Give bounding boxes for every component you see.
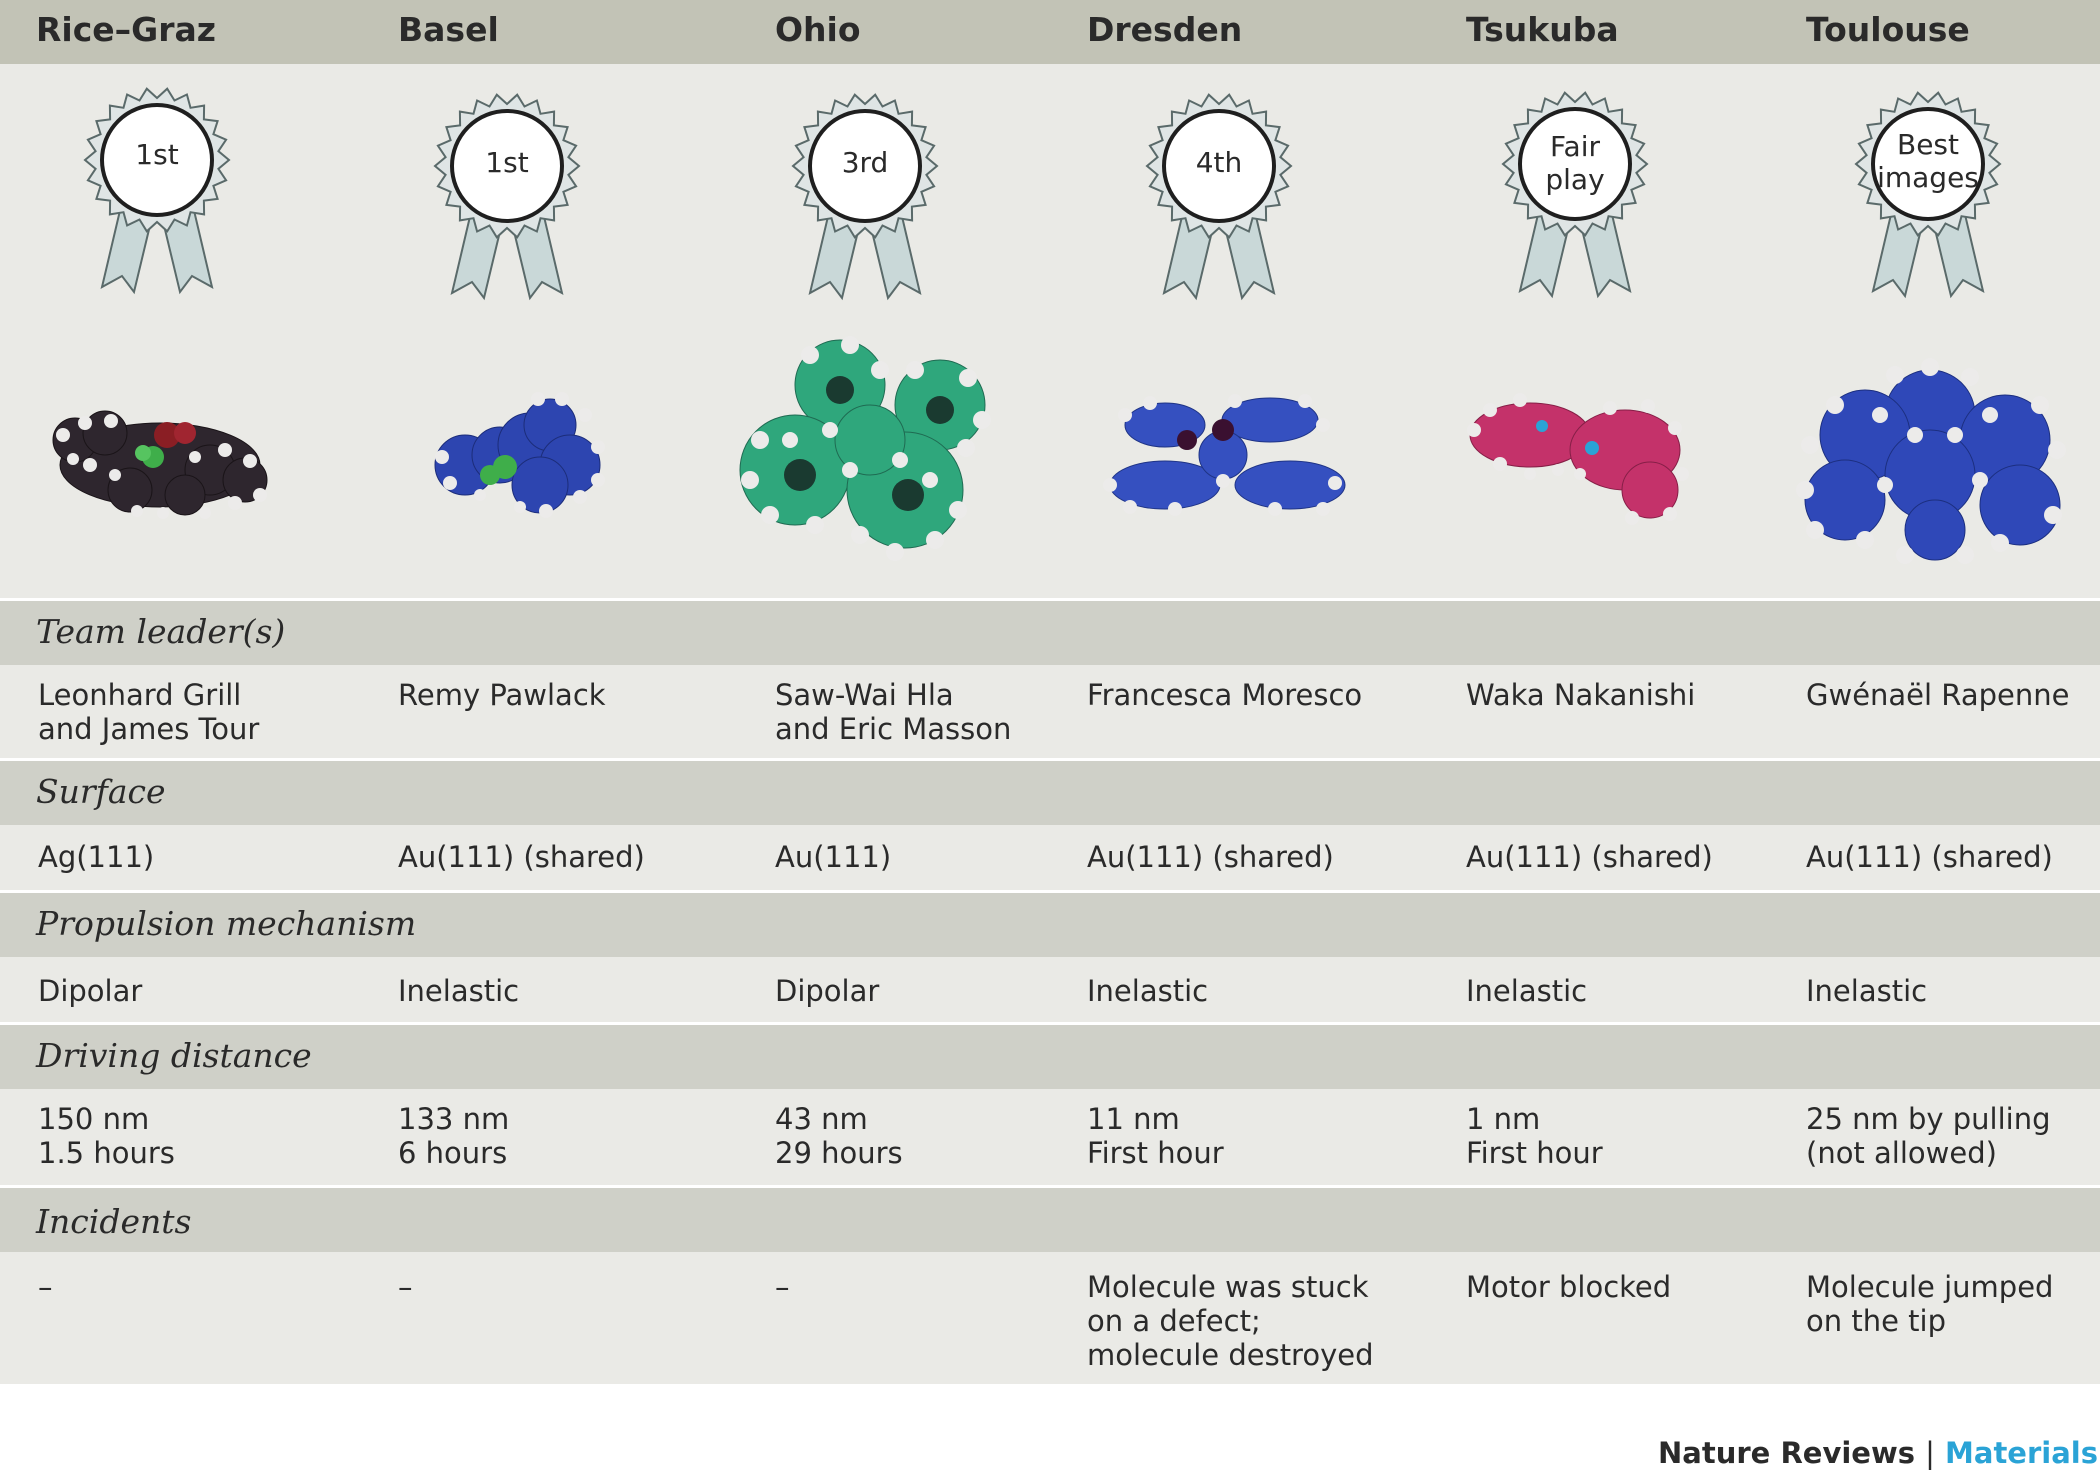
cell-distance-tsukuba: 1 nm First hour — [1466, 1102, 1603, 1170]
cell-incidents-ohio: – — [775, 1270, 790, 1304]
award-rosette-dresden: 4th — [1134, 88, 1304, 328]
cell-propulsion-dresden: Inelastic — [1087, 974, 1209, 1008]
row-driving-distance — [0, 1089, 2100, 1185]
team-name-toulouse: Toulouse — [1806, 10, 1970, 49]
rosette-icon — [83, 87, 231, 295]
team-name-dresden: Dresden — [1087, 10, 1243, 49]
team-header-band — [0, 0, 2100, 64]
cell-team-leader-basel: Remy Pawlack — [398, 678, 606, 712]
journal-credit: Nature Reviews | Materials — [1658, 1436, 2098, 1470]
divider — [0, 598, 2100, 601]
divider — [0, 890, 2100, 893]
team-name-ohio: Ohio — [775, 10, 861, 49]
journal-divider: | — [1925, 1436, 1935, 1470]
rosette-icon — [1854, 91, 2002, 299]
cell-incidents-rice-graz: – — [38, 1270, 53, 1304]
cell-propulsion-basel: Inelastic — [398, 974, 520, 1008]
cell-distance-ohio: 43 nm 29 hours — [775, 1102, 903, 1170]
award-label: 1st — [485, 146, 529, 179]
cell-distance-rice-graz: 150 nm 1.5 hours — [38, 1102, 175, 1170]
award-rosette-toulouse: Best images — [1843, 86, 2013, 326]
cell-surface-ohio: Au(111) — [775, 840, 892, 874]
row-incidents — [0, 1252, 2100, 1384]
award-rosette-basel: 1st — [422, 88, 592, 328]
section-label-driving-distance: Driving distance — [36, 1036, 312, 1075]
molecule-image-basel — [434, 392, 605, 518]
cell-surface-toulouse: Au(111) (shared) — [1806, 840, 2053, 874]
journal-name: Nature Reviews — [1658, 1436, 1916, 1470]
award-label: 3rd — [841, 146, 889, 179]
awards-and-molecules-band — [0, 64, 2100, 598]
rosette-icon — [433, 93, 581, 301]
section-header-propulsion — [0, 893, 2100, 957]
row-propulsion — [0, 957, 2100, 1022]
molecule-image-tsukuba — [1467, 393, 1689, 525]
team-name-tsukuba: Tsukuba — [1466, 10, 1619, 49]
award-rosette-tsukuba: Fair play — [1490, 86, 1660, 326]
divider — [0, 1185, 2100, 1188]
cell-incidents-tsukuba: Motor blocked — [1466, 1270, 1672, 1304]
cell-team-leader-toulouse: Gwénaël Rapenne — [1806, 678, 2070, 712]
award-label: 1st — [135, 138, 179, 171]
section-label-incidents: Incidents — [36, 1202, 192, 1241]
cell-propulsion-ohio: Dipolar — [775, 974, 880, 1008]
divider — [0, 758, 2100, 761]
section-header-surface — [0, 761, 2100, 825]
cell-team-leader-rice-graz: Leonhard Grill and James Tour — [38, 678, 260, 746]
cell-propulsion-tsukuba: Inelastic — [1466, 974, 1588, 1008]
divider — [0, 1022, 2100, 1025]
molecule-image-ohio — [739, 336, 991, 561]
cell-team-leader-ohio: Saw-Wai Hla and Eric Masson — [775, 678, 1012, 746]
cell-surface-rice-graz: Ag(111) — [38, 840, 155, 874]
award-label: 4th — [1195, 146, 1243, 179]
cell-distance-dresden: 11 nm First hour — [1087, 1102, 1224, 1170]
cell-surface-basel: Au(111) (shared) — [398, 840, 645, 874]
section-header-team-leaders — [0, 601, 2100, 665]
molecule-image-dresden — [1103, 394, 1346, 516]
molecule-image-toulouse — [1796, 358, 2066, 564]
rosette-icon — [1501, 91, 1649, 299]
cell-incidents-toulouse: Molecule jumped on the tip — [1806, 1270, 2054, 1338]
team-name-rice-graz: Rice–Graz — [36, 10, 217, 49]
award-rosette-rice-graz: 1st — [72, 82, 242, 322]
journal-section: Materials — [1945, 1436, 2098, 1470]
rosette-icon — [791, 93, 939, 301]
cell-distance-basel: 133 nm 6 hours — [398, 1102, 510, 1170]
section-label-propulsion: Propulsion mechanism — [36, 904, 417, 943]
cell-propulsion-rice-graz: Dipolar — [38, 974, 143, 1008]
row-team-leaders — [0, 665, 2100, 758]
award-rosette-ohio: 3rd — [780, 88, 950, 328]
cell-distance-toulouse: 25 nm by pulling (not allowed) — [1806, 1102, 2051, 1170]
award-label: Best images — [1877, 128, 1979, 194]
cell-incidents-basel: – — [398, 1270, 413, 1304]
row-surface — [0, 825, 2100, 890]
molecule-image-rice-graz — [52, 410, 268, 519]
section-label-surface: Surface — [36, 772, 166, 811]
section-label-team-leaders: Team leader(s) — [36, 612, 286, 651]
award-label: Fair play — [1545, 130, 1605, 196]
section-header-incidents — [0, 1188, 2100, 1252]
cell-team-leader-tsukuba: Waka Nakanishi — [1466, 678, 1696, 712]
cell-surface-tsukuba: Au(111) (shared) — [1466, 840, 1713, 874]
team-name-basel: Basel — [398, 10, 499, 49]
cell-surface-dresden: Au(111) (shared) — [1087, 840, 1334, 874]
section-header-driving-distance — [0, 1025, 2100, 1089]
cell-propulsion-toulouse: Inelastic — [1806, 974, 1928, 1008]
cell-incidents-dresden: Molecule was stuck on a defect; molecule… — [1087, 1270, 1374, 1372]
rosette-icon — [1145, 93, 1293, 301]
cell-team-leader-dresden: Francesca Moresco — [1087, 678, 1363, 712]
